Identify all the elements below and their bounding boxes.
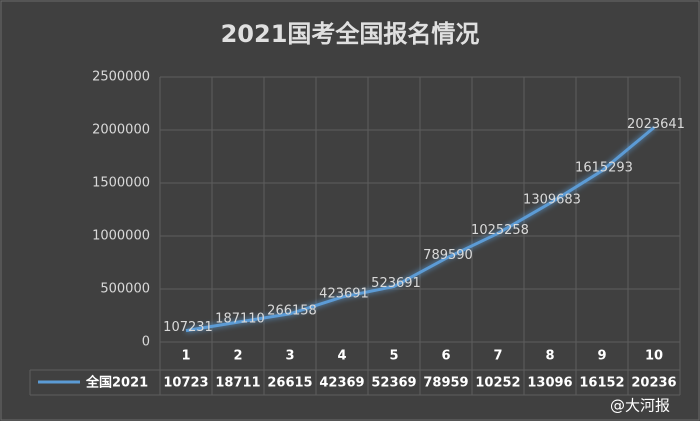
data-label: 1615293 [575,160,633,175]
x-tick-label: 8 [545,349,554,364]
data-label: 423691 [319,287,369,302]
data-label: 2023641 [627,117,685,132]
x-tick-label: 3 [285,349,294,364]
data-label: 523691 [371,276,421,291]
chart-title: 2021国考全国报名情况 [221,20,480,48]
table-cell: 42369 [319,376,364,391]
table-cell: 26615 [267,376,312,391]
y-tick-label: 1000000 [92,229,150,244]
table-cell: 20236 [631,376,676,391]
data-label: 1309683 [523,193,581,208]
data-label: 187110 [215,312,265,327]
table-cell: 10252 [475,376,520,391]
y-tick-label: 0 [142,335,150,350]
data-label: 789590 [423,248,473,263]
y-tick-label: 2500000 [92,70,150,85]
table-cell: 52369 [371,376,416,391]
series-line [185,126,655,333]
x-tick-label: 5 [389,349,398,364]
data-label: 266158 [267,303,317,318]
x-tick-label: 7 [493,349,502,364]
x-tick-label: 6 [441,349,450,364]
data-label: 107231 [163,320,213,335]
y-tick-label: 2000000 [92,123,150,138]
table-cell: 13096 [527,376,572,391]
x-tick-label: 9 [597,349,606,364]
x-tick-label: 1 [181,349,190,364]
y-tick-label: 1500000 [92,176,150,191]
data-label: 1025258 [471,223,529,238]
table-cell: 18711 [215,376,260,391]
x-tick-label: 2 [233,349,242,364]
y-tick-label: 500000 [100,282,150,297]
x-tick-label: 10 [645,349,663,364]
watermark: @大河报 [610,397,670,415]
table-cell: 10723 [163,376,208,391]
legend-label: 全国2021 [85,375,148,391]
table-cell: 16152 [579,376,624,391]
x-tick-label: 4 [337,349,346,364]
table-cell: 78959 [423,376,468,391]
